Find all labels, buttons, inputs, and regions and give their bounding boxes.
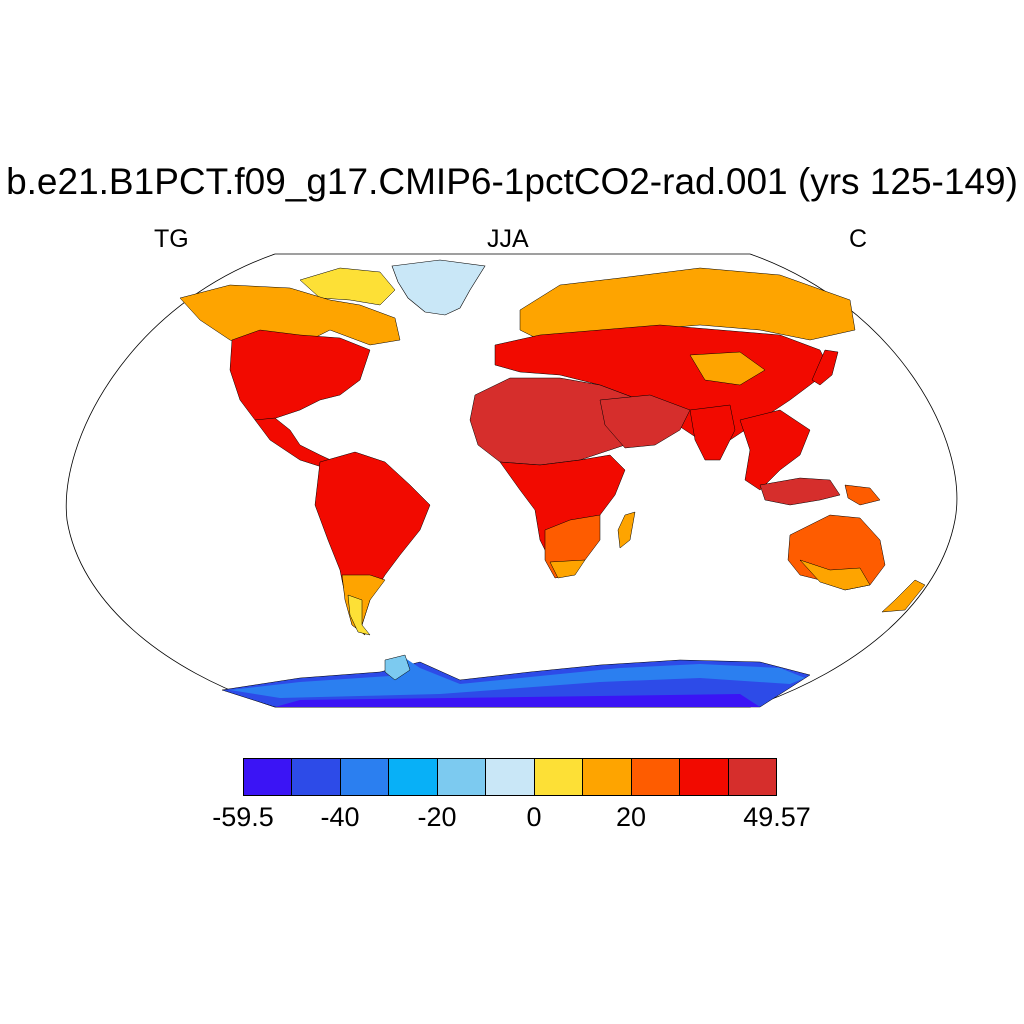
- colorbar-box-5: [437, 759, 487, 795]
- japan: [811, 349, 839, 386]
- colorbar-box-3: [340, 759, 390, 795]
- madagascar: [617, 511, 636, 549]
- colorbar-box-10: [680, 759, 729, 795]
- colorbar-box-1: [244, 759, 293, 795]
- southeast-asia: [739, 409, 811, 491]
- colorbar-box-8: [583, 759, 632, 795]
- greenland: [391, 259, 486, 316]
- new-zealand: [881, 579, 926, 613]
- arabia: [599, 394, 691, 449]
- indonesia: [759, 477, 841, 506]
- colorbar-box-7: [534, 759, 584, 795]
- colorbar-box-11: [728, 759, 776, 795]
- antarctic-peninsula: [384, 654, 411, 681]
- season-label: JJA: [487, 225, 529, 253]
- australia-south: [799, 559, 871, 591]
- colorbar-label: 20: [615, 802, 647, 832]
- north-america-mid: [229, 329, 371, 421]
- new-guinea: [844, 484, 881, 506]
- africa-cape: [549, 559, 586, 579]
- colorbar-box-6: [486, 759, 535, 795]
- variable-label: TG: [154, 225, 189, 253]
- patagonia: [347, 594, 371, 636]
- antarctica-interior: [275, 694, 760, 707]
- colorbar: [243, 758, 777, 796]
- colorbar-label-min: -59.5: [212, 802, 274, 832]
- tibet: [689, 351, 766, 386]
- colorbar-label: 0: [526, 802, 542, 832]
- colorbar-box-9: [631, 759, 681, 795]
- units-label: C: [849, 225, 868, 253]
- eurasia-mid: [494, 324, 831, 441]
- colorbar-label-max: 49.57: [743, 802, 811, 832]
- colorbar-box-4: [389, 759, 438, 795]
- colorbar-box-2: [292, 759, 341, 795]
- india: [689, 404, 736, 461]
- map-title: b.e21.B1PCT.f09_g17.CMIP6-1pctCO2-rad.00…: [6, 161, 1018, 202]
- colorbar-label: -40: [320, 802, 360, 832]
- colorbar-label: -20: [417, 802, 457, 832]
- antarctica-coast: [230, 658, 805, 698]
